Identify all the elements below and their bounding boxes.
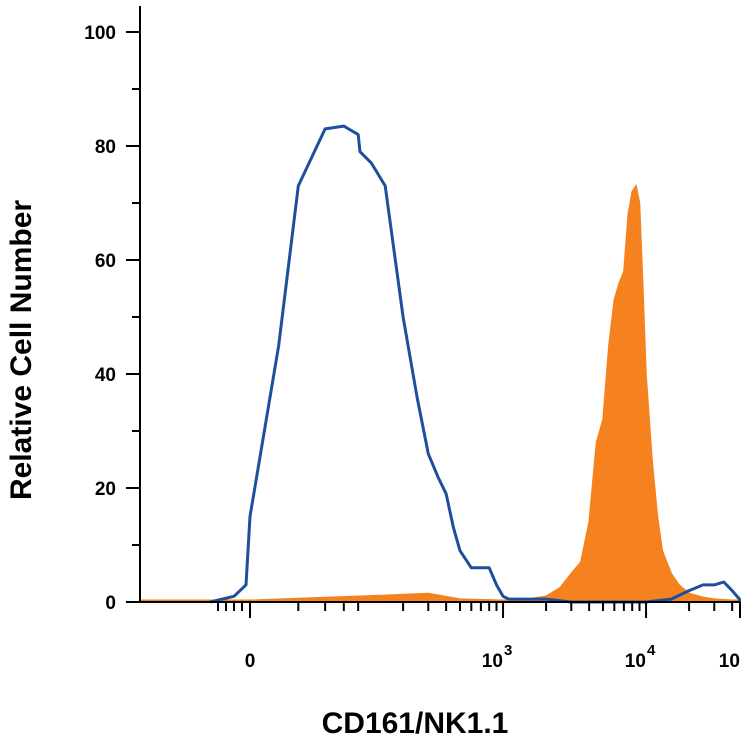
x-tick-label: 104 (625, 642, 656, 672)
x-tick-label: 103 (482, 642, 512, 672)
plot-series-group (140, 124, 741, 604)
x-tick-label: 0 (245, 651, 256, 672)
x-tick-label: 105 (719, 642, 741, 672)
y-tick-label: 80 (95, 137, 116, 158)
series-1-outline-histogram (209, 124, 741, 604)
x-tick-exponent: 3 (504, 642, 512, 659)
y-tick-label: 100 (84, 23, 116, 44)
y-tick-label: 40 (95, 365, 116, 386)
x-tick-exponent: 4 (647, 642, 656, 659)
x-axis-title: CD161/NK1.1 (322, 707, 509, 740)
y-tick-label: 0 (105, 593, 116, 614)
y-ticks-group: 0 20 40 60 80 100 (84, 23, 140, 614)
y-tick-label: 60 (95, 251, 116, 272)
y-tick-label: 20 (95, 479, 116, 500)
y-axis-title: Relative Cell Number (5, 200, 38, 500)
x-ticks-group: 0 103 104 105 (217, 602, 741, 672)
